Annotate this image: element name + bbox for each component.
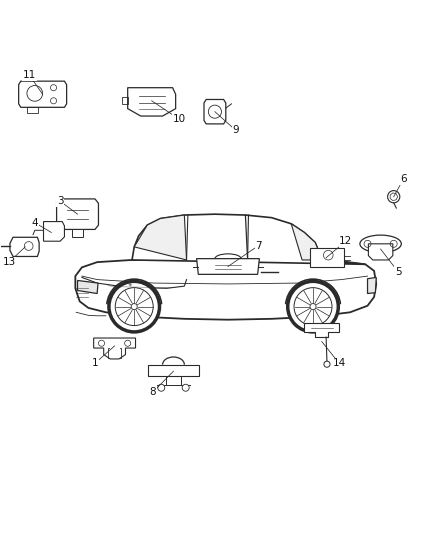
Polygon shape [43,222,64,241]
Text: 11: 11 [23,70,36,80]
Circle shape [388,191,400,203]
Text: 10: 10 [173,114,186,124]
Polygon shape [367,277,376,294]
Text: 12: 12 [339,236,352,246]
Text: ✦: ✦ [127,282,132,288]
Polygon shape [94,338,135,359]
Circle shape [182,384,189,391]
Text: 1: 1 [92,358,98,368]
Polygon shape [75,260,376,320]
Polygon shape [368,244,393,260]
Text: 5: 5 [395,266,401,277]
Text: 8: 8 [150,387,156,397]
Polygon shape [304,323,339,337]
Circle shape [310,304,316,310]
Polygon shape [72,229,83,237]
Ellipse shape [360,235,401,253]
Circle shape [158,384,165,391]
Circle shape [324,361,330,367]
Polygon shape [148,365,199,376]
Polygon shape [134,215,187,260]
Polygon shape [19,81,67,107]
Polygon shape [310,248,344,268]
Text: 13: 13 [3,257,16,267]
Polygon shape [291,224,322,260]
Polygon shape [128,88,176,116]
Text: 7: 7 [255,240,262,251]
Text: 4: 4 [32,218,39,228]
Polygon shape [78,280,98,294]
Polygon shape [57,199,99,229]
Text: 6: 6 [400,174,406,184]
Circle shape [288,281,338,332]
Text: 14: 14 [332,358,346,368]
Text: 9: 9 [233,125,239,135]
Circle shape [131,304,137,310]
Circle shape [109,281,159,332]
Polygon shape [10,237,39,256]
Polygon shape [197,259,259,274]
Polygon shape [132,214,365,264]
Text: 3: 3 [57,196,64,206]
Polygon shape [204,100,226,124]
